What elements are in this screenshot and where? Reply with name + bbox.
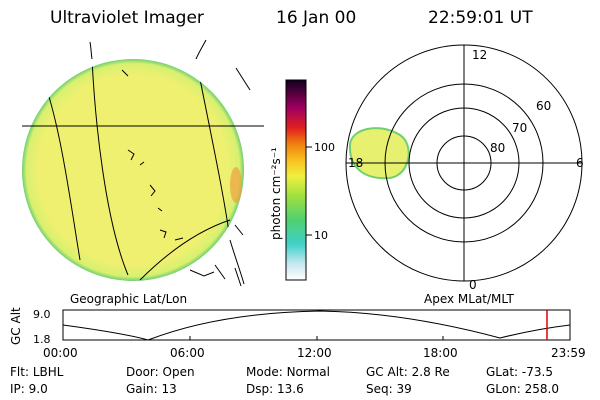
right-panel-caption: Apex MLat/MLT xyxy=(424,292,514,306)
mlt-label-18: 18 xyxy=(348,156,363,170)
date-label: 16 Jan 00 xyxy=(276,8,357,28)
alt-x-tick-label: 00:00 xyxy=(43,346,78,360)
left-panel-caption: Geographic Lat/Lon xyxy=(70,292,187,306)
time-label: 22:59:01 UT xyxy=(428,8,533,28)
mlat-label-70: 70 xyxy=(512,121,527,135)
altitude-plot: GC Alt 9.0 1.8 00:00 06:00 12:00 18:00 2… xyxy=(9,307,586,360)
footer-item-glat: GLat: -73.5 xyxy=(486,365,553,379)
colorbar-unit-label: photon cm⁻²s⁻¹ xyxy=(269,147,283,240)
footer-item-dsp: Dsp: 13.6 xyxy=(246,382,304,396)
alt-x-tick-label: 18:00 xyxy=(423,346,458,360)
footer-item-flt: Flt: LBHL xyxy=(10,365,64,379)
alt-y-tick-label: 9.0 xyxy=(33,308,51,321)
mlt-label-0: 0 xyxy=(469,278,477,292)
mlat-label-80: 80 xyxy=(490,141,505,155)
alt-x-tick-label: 23:59 xyxy=(551,346,586,360)
alt-plot-ylabel: GC Alt xyxy=(9,307,23,345)
footer-item-seq: Seq: 39 xyxy=(366,382,412,396)
footer-item-mode: Mode: Normal xyxy=(246,365,330,379)
footer-item-door: Door: Open xyxy=(126,365,195,379)
footer-item-glon: GLon: 258.0 xyxy=(486,382,559,396)
mlt-label-6: 6 xyxy=(576,156,584,170)
alt-y-tick-label: 1.8 xyxy=(33,333,51,346)
earth-disk-image xyxy=(22,39,264,287)
mlat-label-60: 60 xyxy=(536,99,551,113)
colorbar-tick-label: 100 xyxy=(314,141,335,154)
colorbar: 100 10 photon cm⁻²s⁻¹ xyxy=(269,79,335,281)
alt-x-tick-label: 12:00 xyxy=(297,346,332,360)
footer-item-gc-alt: GC Alt: 2.8 Re xyxy=(366,365,450,379)
footer-item-gain: Gain: 13 xyxy=(126,382,177,396)
polar-plot: 12 18 6 0 60 70 80 xyxy=(345,44,584,292)
footer-item-ip: IP: 9.0 xyxy=(10,382,48,396)
alt-x-tick-label: 06:00 xyxy=(170,346,205,360)
mlt-label-12: 12 xyxy=(472,48,487,62)
instrument-title: Ultraviolet Imager xyxy=(50,8,204,28)
colorbar-tick-label: 10 xyxy=(314,229,328,242)
